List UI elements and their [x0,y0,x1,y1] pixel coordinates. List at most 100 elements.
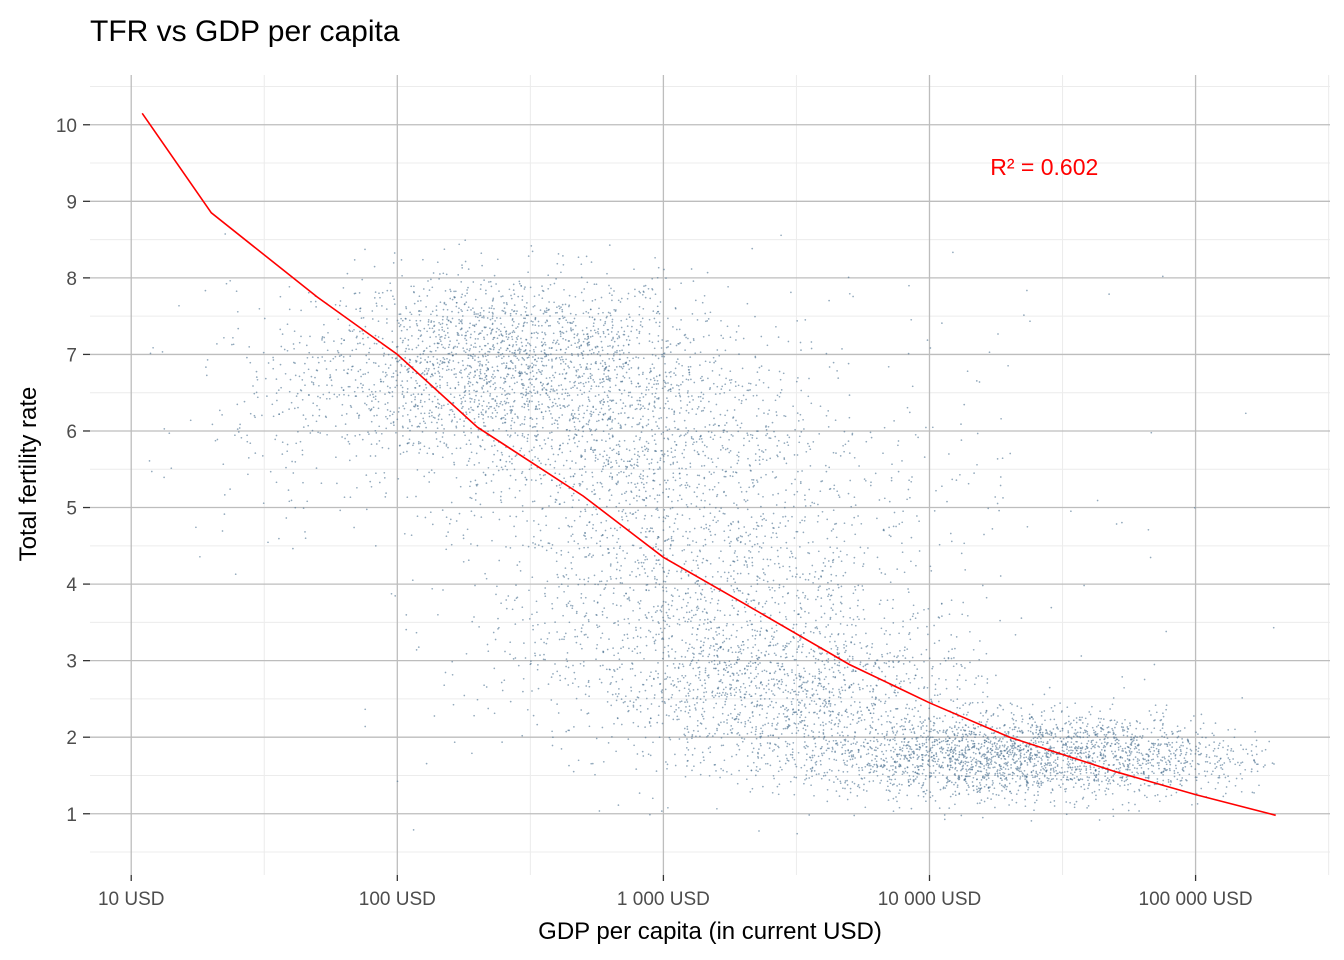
scatter-point [511,338,514,341]
scatter-point [541,545,544,548]
scatter-point [691,735,693,738]
scatter-point [514,353,517,356]
scatter-point [538,370,541,373]
scatter-point [857,515,859,517]
scatter-point [581,435,584,438]
scatter-point [630,396,633,398]
scatter-point [795,732,798,734]
scatter-point [479,314,482,317]
scatter-point [696,688,699,691]
scatter-point [610,339,613,342]
scatter-point [655,543,657,545]
scatter-point [612,602,614,605]
scatter-point [665,481,668,484]
scatter-point [752,646,754,649]
scatter-point [672,472,675,475]
scatter-point [657,340,660,343]
scatter-point [561,303,564,306]
scatter-point [518,347,521,350]
major-gridlines [90,75,1330,875]
scatter-point [513,293,516,295]
scatter-point [563,477,565,480]
scatter-point [560,356,563,358]
scatter-point [709,361,711,364]
scatter-point [755,666,758,669]
scatter-point [658,321,661,324]
scatter-point [749,533,752,536]
scatter-point [737,713,739,716]
scatter-point [545,392,548,395]
scatter-point [667,382,669,384]
scatter-point [583,546,585,549]
scatter-point [524,311,527,313]
scatter-point [594,298,597,301]
scatter-point [582,416,585,419]
scatter-point [691,754,694,756]
scatter-point [655,582,657,584]
scatter-point [625,339,628,341]
scatter-point [716,729,718,732]
scatter-point [618,666,621,669]
scatter-point [684,734,687,737]
scatter-point [838,556,840,558]
scatter-point [659,683,661,685]
scatter-point [819,705,822,708]
scatter-point [628,351,630,354]
scatter-point [470,406,472,409]
scatter-point [786,578,788,580]
scatter-point [469,348,471,350]
scatter-point [430,278,432,281]
scatter-point [645,679,648,681]
scatter-point [596,353,599,355]
scatter-point [816,713,818,715]
scatter-point [416,515,419,518]
scatter-point [635,768,638,770]
scatter-point [509,409,512,412]
scatter-point [527,365,530,368]
scatter-point [802,418,804,421]
scatter-point [495,404,498,407]
scatter-point [723,571,726,574]
scatter-point [796,651,798,653]
scatter-point [545,311,548,314]
scatter-point [426,295,429,297]
scatter-point [532,305,535,308]
scatter-point [815,689,818,692]
scatter-point [604,361,606,364]
scatter-point [761,732,764,735]
scatter-point [450,369,453,371]
scatter-point [740,422,743,425]
scatter-point [741,592,744,594]
scatter-point [469,496,472,499]
scatter-point [694,591,697,594]
scatter-point [575,346,578,349]
scatter-point [654,354,657,357]
scatter-point [843,647,845,649]
scatter-point [769,742,772,745]
scatter-point [712,636,714,639]
scatter-point [737,459,740,462]
scatter-point [510,297,513,300]
scatter-point [681,452,684,455]
scatter-point [611,399,613,402]
scatter-point [374,291,377,293]
scatter-point [678,467,681,470]
scatter-point [859,641,861,644]
scatter-point [858,769,860,772]
scatter-point [622,375,625,378]
scatter-point [530,449,533,451]
scatter-point [491,366,494,369]
scatter-point [456,339,458,342]
scatter-point [526,392,528,395]
scatter-point [754,607,757,609]
scatter-point [649,675,651,678]
scatter-point [661,387,664,390]
scatter-point [916,668,919,670]
scatter-point [663,268,665,271]
scatter-point [1011,777,1014,780]
scatter-point [760,744,762,747]
scatter-point [475,313,477,315]
scatter-point [836,370,838,372]
scatter-point [754,453,757,455]
scatter-point [677,342,679,345]
